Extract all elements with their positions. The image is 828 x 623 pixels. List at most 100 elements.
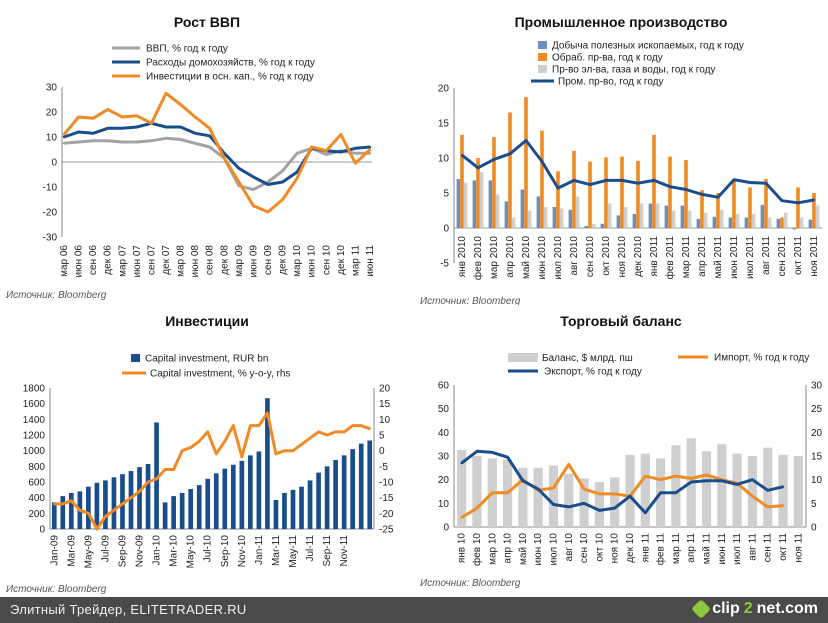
gdp-series-0-point [62,142,66,145]
gdp-series-2-point [368,148,372,151]
investment-line-point [342,430,346,434]
investment-bar [341,455,347,529]
trade-legend-label: Импорт, % год к году [714,353,809,364]
investment-chart-panel: Инвестиции 0 200 400 600 800 1000 1200 1400 1600… [0,305,414,597]
gdp-y-tick-label: 30 [46,83,58,94]
gdp-x-tick-label: мар 06 [59,245,70,277]
clip2net-logo[interactable]: clip 2 net.com [691,599,818,619]
investment-y2-tick-label: 5 [379,431,385,442]
industry-line-point [812,198,816,202]
investment-bar [282,492,287,529]
trade-line-1-point [613,506,616,510]
gdp-series-2-point [266,210,270,214]
investment-bar [137,467,142,529]
trade-x-tick-label: сен 10 [579,533,590,563]
investment-x-tick-label: Jan-09 [49,535,60,566]
gdp-y-tick-label: -10 [43,183,58,194]
industry-line-point [748,181,752,184]
trade-chart-title: Торговый баланс [560,313,682,329]
trade-y2-tick-label: 30 [811,381,823,392]
gdp-series-0-point [121,140,124,144]
investment-line-point [87,512,90,515]
investment-line-point [351,424,354,427]
gdp-series-2-point [62,133,66,136]
industry-legend-swatch [538,41,547,49]
gdp-series-1-point [91,132,95,135]
industry-bar-series-1 [668,156,672,228]
gdp-series-0-point [252,188,255,191]
investment-y-tick-label: 1600 [23,399,46,410]
gdp-x-tick-label: дек 10 [336,245,347,275]
industry-line-point [796,201,800,204]
trade-x-tick-label: авг 11 [747,533,758,561]
industry-bar-series-0 [600,223,605,228]
logo-part-c: net.com [756,600,818,617]
investment-x-tick-label: Mar-11 [271,535,282,566]
investment-bar [290,489,296,529]
trade-x-tick-label: сен 11 [763,533,774,563]
gdp-series-2-point [339,133,343,136]
industry-source: Источник: Bloomberg [420,296,521,307]
trade-line-1-point [781,485,785,488]
trade-line-0-point [781,504,785,507]
investment-legend-label: Capital investment, RUR bn [145,354,268,365]
trade-chart-panel: Торговый баланс 0 10 20 30 40 50 60 0 5 10 15 20 25 3… [414,305,828,597]
trade-line-1-point [582,502,586,505]
industry-bar-series-1 [684,160,688,228]
gdp-series-2-point [310,145,313,149]
investment-legend-label: Capital investment, % y-o-y, rhs [150,369,290,380]
trade-x-tick-label: дек 10 [625,533,636,563]
gdp-y-tick-label: 10 [46,133,58,144]
investment-bar [145,463,151,529]
gdp-x-tick-label: дек 09 [278,245,289,275]
gdp-series-line-2 [62,91,372,214]
trade-bar [793,456,803,527]
industry-line-point [604,179,608,182]
trade-bar [732,453,742,527]
industry-bar-series-1 [460,134,464,228]
trade-x-tick-label: мар 11 [671,533,682,565]
industry-y-tick-label: 5 [443,189,449,200]
investment-line-point [180,449,184,452]
investment-line-point [121,502,124,506]
industry-bar-series-0 [632,214,637,228]
investment-line-point [266,411,269,415]
gdp-series-0-point [208,145,211,149]
investment-x-tick-label: Sep-09 [117,535,128,568]
industry-y-tick-label: 0 [443,224,449,235]
industry-y-tick-label: -5 [440,259,449,270]
trade-bar [457,450,467,527]
trade-line-0-point [582,487,586,491]
investment-bar [205,478,211,529]
industry-x-tick-label: янв 2010 [457,236,468,278]
investment-bar [51,502,57,529]
investment-y2-tick-label: 15 [379,399,391,410]
trade-bar [533,467,543,527]
investment-bar [171,496,176,529]
gdp-series-1-point [266,183,270,186]
gdp-series-0-point [106,139,109,142]
investment-bar [154,422,159,529]
trade-line-0-point [690,477,693,480]
industry-legend-swatch [538,53,547,61]
industry-bar-series-0 [520,189,525,228]
investment-line-point [206,430,209,434]
gdp-x-tick-label: сен 06 [88,245,99,275]
trade-x-tick-label: апр 10 [503,533,514,564]
industry-x-tick-label: янв 2011 [649,236,660,277]
industry-bar-series-0 [664,205,669,228]
gdp-series-1-point [368,145,372,149]
investment-y2-tick-label: -5 [379,462,388,473]
trade-line-0-point [475,506,479,510]
investment-line-point [360,424,363,427]
investment-line-point [95,527,99,531]
trade-line-0-point [705,473,708,477]
gdp-x-tick-label: мар 09 [234,245,245,277]
industry-line-point [700,193,704,196]
trade-x-tick-label: июл 10 [548,533,559,566]
industry-bar-series-2 [479,172,484,228]
investment-y-tick-label: 1000 [23,446,46,457]
trade-line-1-point [598,509,601,512]
industry-chart-panel: Промышленное производство -5 0 5 10 15 20 янв … [414,0,828,307]
investment-x-tick-label: May-09 [83,535,94,569]
